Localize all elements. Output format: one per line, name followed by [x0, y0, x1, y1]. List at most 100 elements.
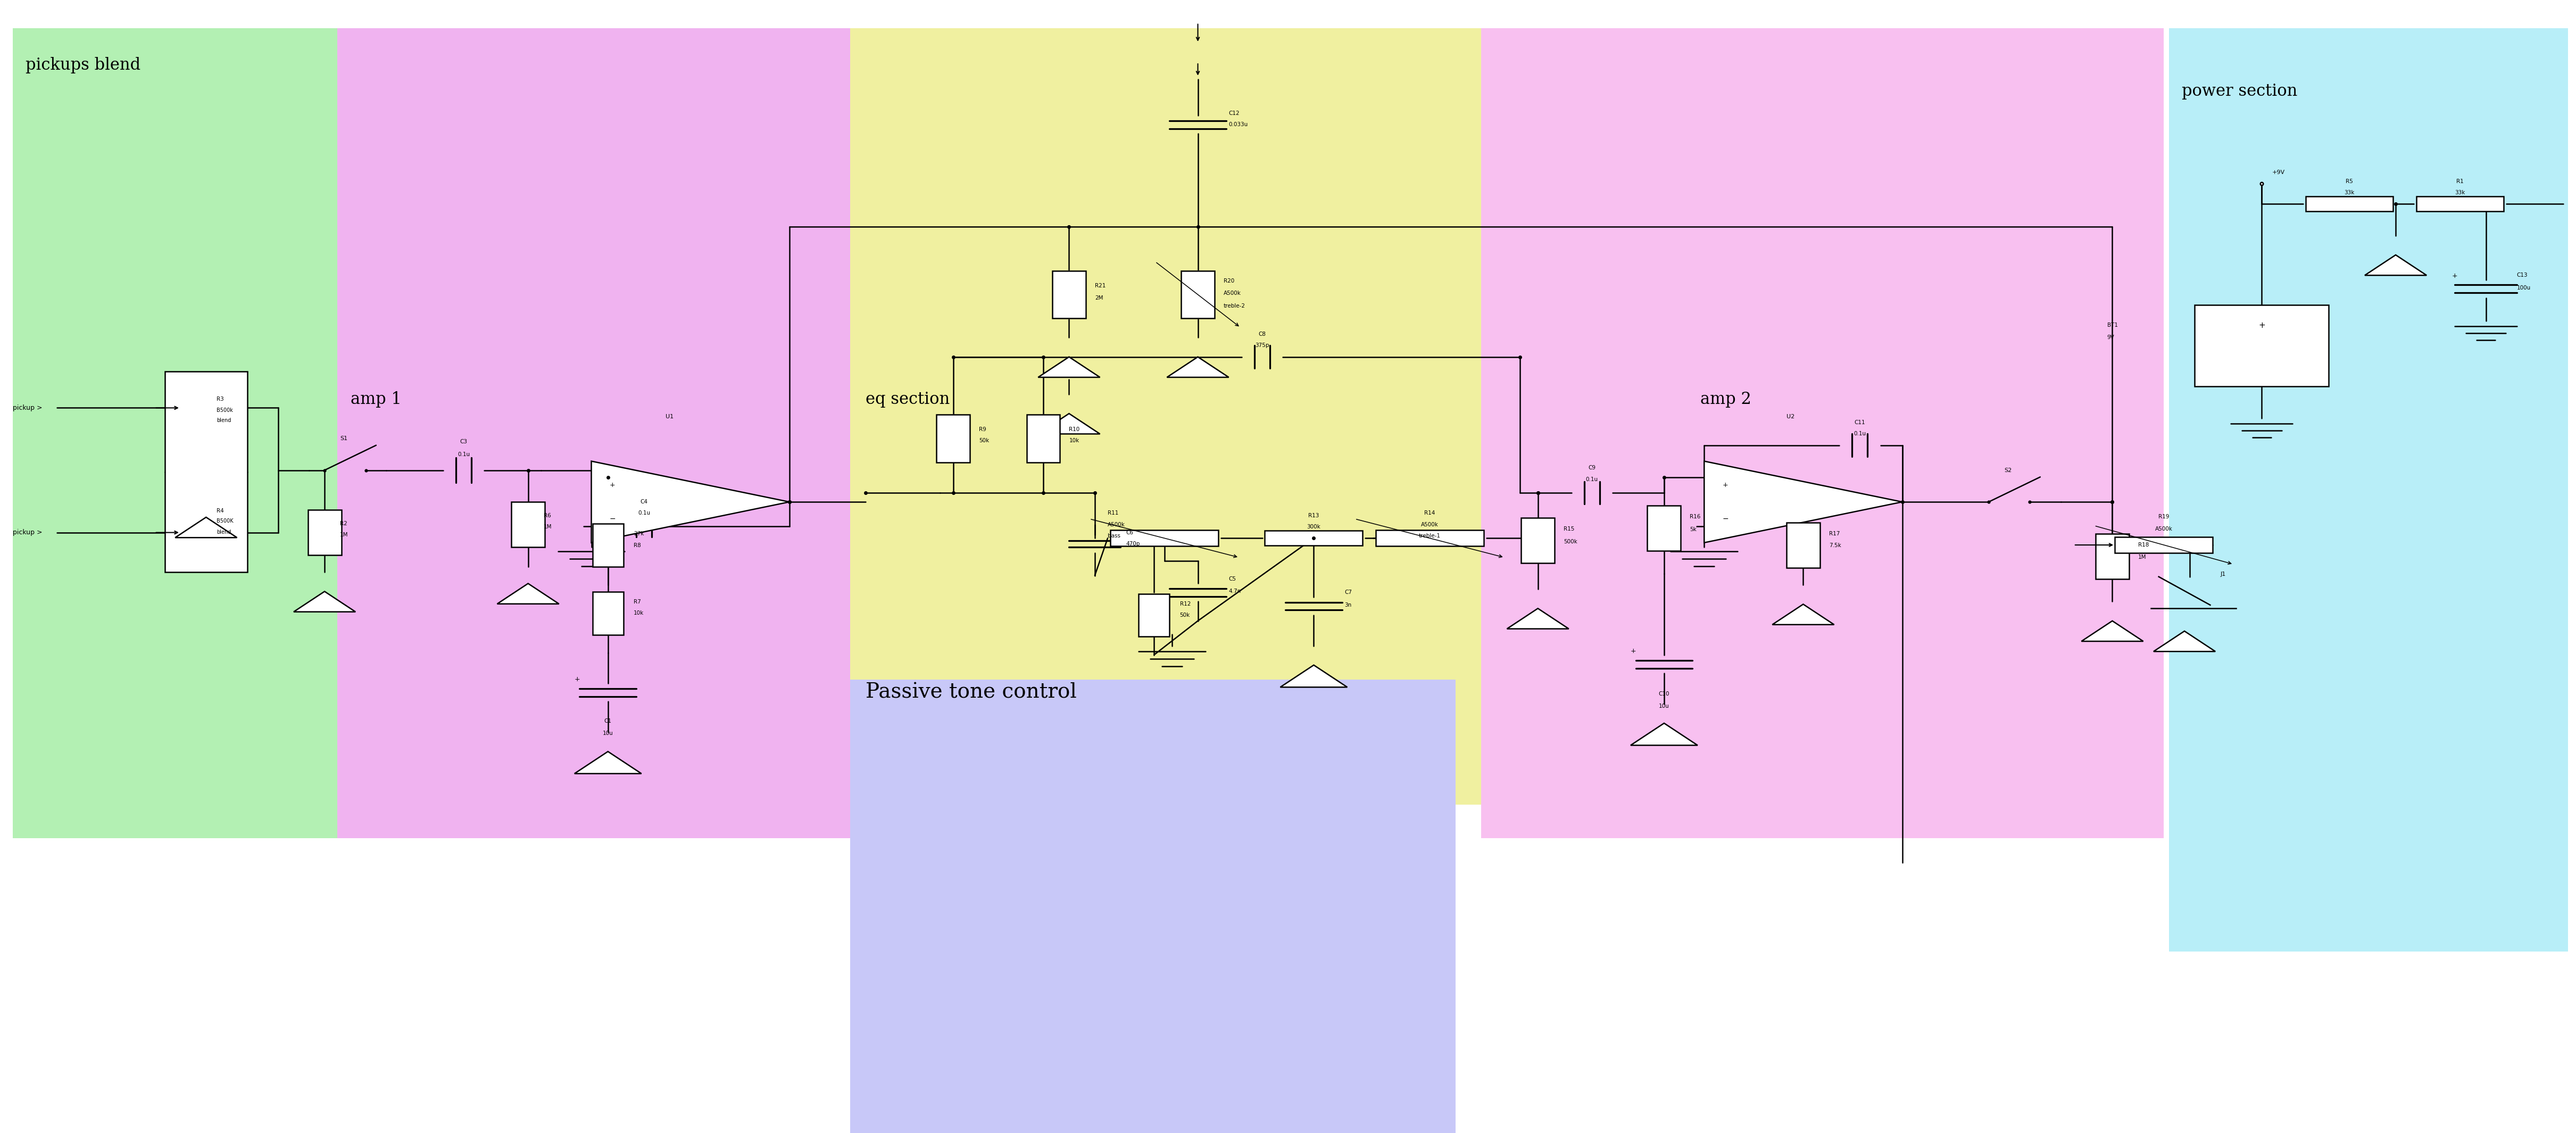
- Bar: [1265, 530, 1363, 546]
- Bar: [1481, 28, 2164, 838]
- Text: C1: C1: [605, 718, 611, 724]
- Text: treble-2: treble-2: [1224, 304, 1244, 308]
- Polygon shape: [2365, 255, 2427, 275]
- Text: R5: R5: [2347, 179, 2352, 184]
- Text: 1M: 1M: [544, 525, 551, 529]
- Polygon shape: [592, 461, 788, 543]
- Text: R3: R3: [216, 397, 224, 402]
- Text: pickups blend: pickups blend: [26, 57, 142, 74]
- Polygon shape: [1280, 665, 1347, 687]
- Text: +: +: [1631, 648, 1636, 655]
- Text: 1M: 1M: [340, 533, 348, 537]
- Text: 50k: 50k: [979, 438, 989, 443]
- Text: blend: blend: [216, 529, 232, 535]
- Text: R12: R12: [1180, 602, 1190, 606]
- Text: R14: R14: [1425, 511, 1435, 516]
- Text: 0.1u: 0.1u: [1855, 432, 1865, 436]
- Text: pickup >: pickup >: [13, 404, 41, 411]
- Text: 4.7n: 4.7n: [1229, 589, 1242, 594]
- Bar: [1649, 505, 1680, 551]
- Bar: [337, 28, 891, 838]
- Text: R1: R1: [2458, 179, 2463, 184]
- Text: 33k: 33k: [2455, 190, 2465, 195]
- Text: R2: R2: [340, 521, 348, 526]
- Text: C8: C8: [1260, 332, 1265, 337]
- Text: R10: R10: [1069, 427, 1079, 432]
- Text: R16: R16: [1690, 514, 1700, 520]
- Text: R9: R9: [979, 427, 987, 432]
- Bar: [2416, 197, 2504, 211]
- Bar: [1520, 518, 1553, 563]
- Bar: [2195, 305, 2329, 386]
- Text: +: +: [1723, 482, 1728, 488]
- Text: C12: C12: [1229, 111, 1239, 116]
- Text: C9: C9: [1589, 466, 1595, 470]
- Bar: [592, 591, 623, 634]
- Text: 500k: 500k: [1564, 539, 1577, 544]
- Polygon shape: [1038, 357, 1100, 377]
- Text: blend: blend: [216, 418, 232, 424]
- Text: 5k: 5k: [1690, 527, 1698, 533]
- Text: S1: S1: [340, 436, 348, 441]
- Text: 0.1u: 0.1u: [639, 510, 649, 516]
- Polygon shape: [1507, 608, 1569, 629]
- Text: power section: power section: [2182, 83, 2298, 100]
- Text: +: +: [574, 676, 580, 683]
- Polygon shape: [574, 751, 641, 774]
- Polygon shape: [2081, 621, 2143, 641]
- Bar: [1376, 530, 1484, 546]
- Bar: [850, 680, 1455, 1133]
- Text: 27k: 27k: [634, 531, 644, 537]
- Text: A500k: A500k: [1108, 522, 1126, 527]
- Text: R21: R21: [1095, 283, 1105, 288]
- Text: R15: R15: [1564, 527, 1574, 531]
- Text: R8: R8: [634, 543, 641, 548]
- Text: 300k: 300k: [1306, 525, 1321, 529]
- Polygon shape: [1772, 604, 1834, 624]
- Text: 100u: 100u: [2517, 286, 2530, 290]
- Text: treble-1: treble-1: [1419, 534, 1440, 538]
- Text: +: +: [2452, 272, 2458, 280]
- Text: 10u: 10u: [1659, 704, 1669, 709]
- Text: amp 2: amp 2: [1700, 391, 1752, 408]
- Text: 470p: 470p: [1126, 542, 1139, 546]
- Text: C6: C6: [1126, 530, 1133, 535]
- Bar: [1180, 271, 1216, 318]
- Text: 2M: 2M: [1095, 296, 1103, 300]
- Text: B500k: B500k: [216, 408, 232, 414]
- Text: R6: R6: [544, 513, 551, 518]
- Text: U2: U2: [1785, 415, 1795, 419]
- Bar: [2094, 534, 2128, 579]
- Bar: [935, 415, 969, 462]
- Text: A500k: A500k: [1224, 291, 1242, 296]
- Text: R20: R20: [1224, 279, 1234, 283]
- Text: 0.033u: 0.033u: [1229, 122, 1247, 127]
- Text: A500k: A500k: [1422, 522, 1437, 527]
- Text: 10u: 10u: [603, 731, 613, 736]
- Text: R18: R18: [2138, 543, 2148, 547]
- Text: R4: R4: [216, 508, 224, 513]
- Bar: [2115, 537, 2213, 553]
- Text: 0.1u: 0.1u: [1587, 477, 1597, 482]
- Text: −: −: [611, 516, 616, 522]
- Text: BT1: BT1: [2107, 323, 2117, 327]
- Text: C4: C4: [641, 499, 647, 504]
- Bar: [1139, 594, 1170, 637]
- Bar: [2169, 28, 2568, 952]
- Text: +: +: [2259, 321, 2264, 330]
- Polygon shape: [294, 591, 355, 612]
- Text: eq section: eq section: [866, 391, 951, 408]
- Text: R19: R19: [2159, 514, 2169, 519]
- Text: C5: C5: [1229, 577, 1236, 581]
- Polygon shape: [2154, 631, 2215, 651]
- Text: U1: U1: [665, 415, 675, 419]
- Bar: [2306, 197, 2393, 211]
- Polygon shape: [175, 517, 237, 538]
- Bar: [850, 28, 1610, 804]
- Polygon shape: [1167, 357, 1229, 377]
- Text: R17: R17: [1829, 531, 1839, 537]
- Text: 33k: 33k: [2344, 190, 2354, 195]
- Text: 0.1u: 0.1u: [459, 452, 469, 457]
- Bar: [1025, 415, 1061, 462]
- Bar: [1110, 530, 1218, 546]
